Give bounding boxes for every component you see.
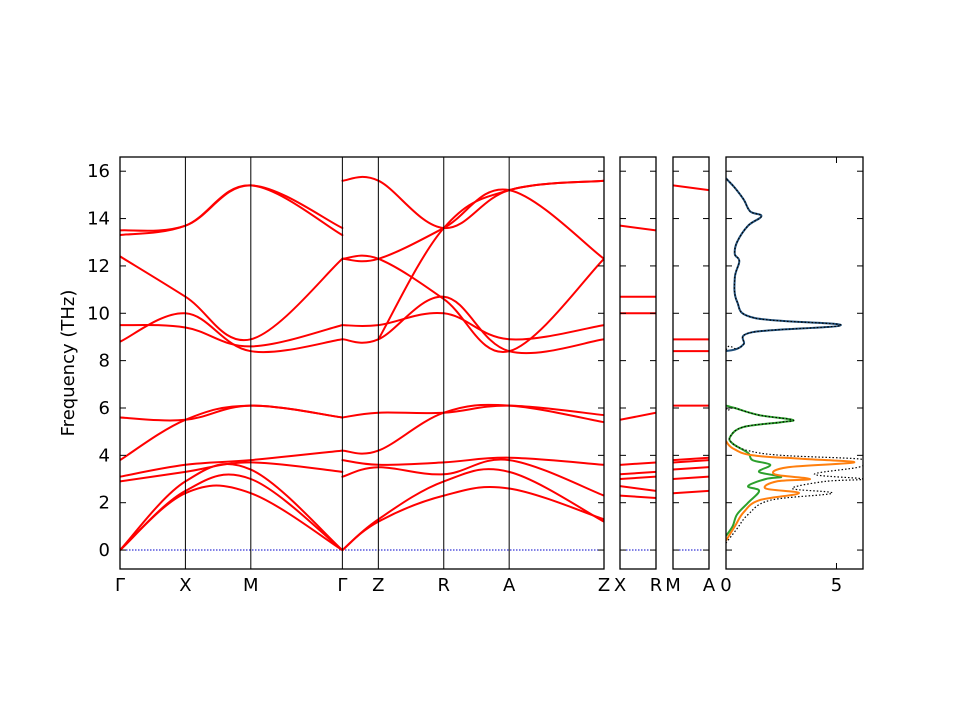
phonon-band-10 xyxy=(120,255,344,342)
phonon-band-14 xyxy=(341,468,604,552)
y-tick-label-2: 4 xyxy=(99,445,110,466)
phonon-band-2 xyxy=(620,485,656,492)
phonon-band-18 xyxy=(341,404,604,419)
phonon-band-4 xyxy=(673,459,709,464)
plot-data-layer xyxy=(120,175,863,552)
phonon-band-3 xyxy=(673,466,709,471)
phonon-band-5 xyxy=(673,456,709,462)
y-tick-label-1: 2 xyxy=(99,493,110,514)
phonon-band-2 xyxy=(120,473,344,552)
phonon-band-4 xyxy=(620,470,656,476)
phonon-band-7 xyxy=(120,404,344,422)
x-tick-label-main-6: A xyxy=(503,575,516,596)
phonon-band-22 xyxy=(341,188,604,263)
panel-main-data xyxy=(120,175,604,552)
dos-series-2 xyxy=(726,404,795,537)
panel-frame-main xyxy=(119,156,605,570)
phonon-band-19 xyxy=(341,295,604,355)
y-tick-label-0: 0 xyxy=(99,540,110,561)
phonon-band-1 xyxy=(673,489,709,495)
x-tick-label-main-3: Γ xyxy=(337,575,347,596)
phonon-band-6 xyxy=(620,411,656,421)
y-tick-label-4: 8 xyxy=(99,351,110,372)
dos-x-tick-label-0: 0 xyxy=(720,575,731,596)
dos-series-1 xyxy=(726,177,842,353)
phonon-band-11 xyxy=(120,184,344,237)
x-tick-label-m-a-1: A xyxy=(703,575,716,596)
panel-x-r-data xyxy=(620,224,656,551)
panel-dos-data xyxy=(726,177,863,544)
phonon-band-12 xyxy=(120,184,344,232)
phonon-band-6 xyxy=(120,404,344,462)
phonon-band-3 xyxy=(620,475,656,481)
phonon-band-9 xyxy=(673,184,709,192)
y-axis-label: Frequency (THz) xyxy=(58,290,79,437)
y-tick-label-3: 6 xyxy=(99,398,110,419)
phonon-band-5 xyxy=(620,461,656,466)
panel-frame-x-r xyxy=(619,156,657,570)
panel-m-a-data xyxy=(673,184,709,551)
plot-frames-layer xyxy=(119,156,864,570)
y-tick-label-6: 12 xyxy=(87,256,110,277)
phonon-band-21 xyxy=(341,254,604,353)
x-tick-label-main-4: Z xyxy=(372,575,384,596)
phonon-band-5 xyxy=(120,449,344,478)
phonon-band-1 xyxy=(620,494,656,499)
dos-series-4 xyxy=(726,177,863,544)
x-tick-label-x-r-0: X xyxy=(614,575,626,596)
phonon-band-13 xyxy=(341,485,604,552)
phonon-band-23 xyxy=(377,179,604,341)
phonon-band-16 xyxy=(341,456,604,466)
phonon-band-4 xyxy=(120,461,344,483)
x-tick-label-m-a-0: M xyxy=(665,575,681,596)
dos-series-3 xyxy=(726,440,856,542)
x-tick-label-main-1: X xyxy=(179,575,191,596)
x-tick-label-main-5: R xyxy=(437,575,450,596)
phonon-band-2 xyxy=(673,475,709,481)
y-tick-label-5: 10 xyxy=(87,303,110,324)
phonon-band-9 xyxy=(620,224,656,232)
x-tick-label-main-2: M xyxy=(243,575,259,596)
y-tick-label-7: 14 xyxy=(87,209,110,230)
phonon-band-15 xyxy=(341,458,604,497)
x-tick-label-x-r-1: R xyxy=(650,575,663,596)
dos-x-tick-label-1: 5 xyxy=(831,575,842,596)
panel-frame-m-a xyxy=(672,156,710,570)
x-tick-label-main-7: Z xyxy=(598,575,610,596)
panel-frame-dos xyxy=(725,156,864,570)
y-tick-label-8: 16 xyxy=(87,161,110,182)
x-tick-label-main-0: Γ xyxy=(115,575,125,596)
phonon-band-8 xyxy=(120,312,344,354)
phonon-band-9 xyxy=(120,323,344,348)
